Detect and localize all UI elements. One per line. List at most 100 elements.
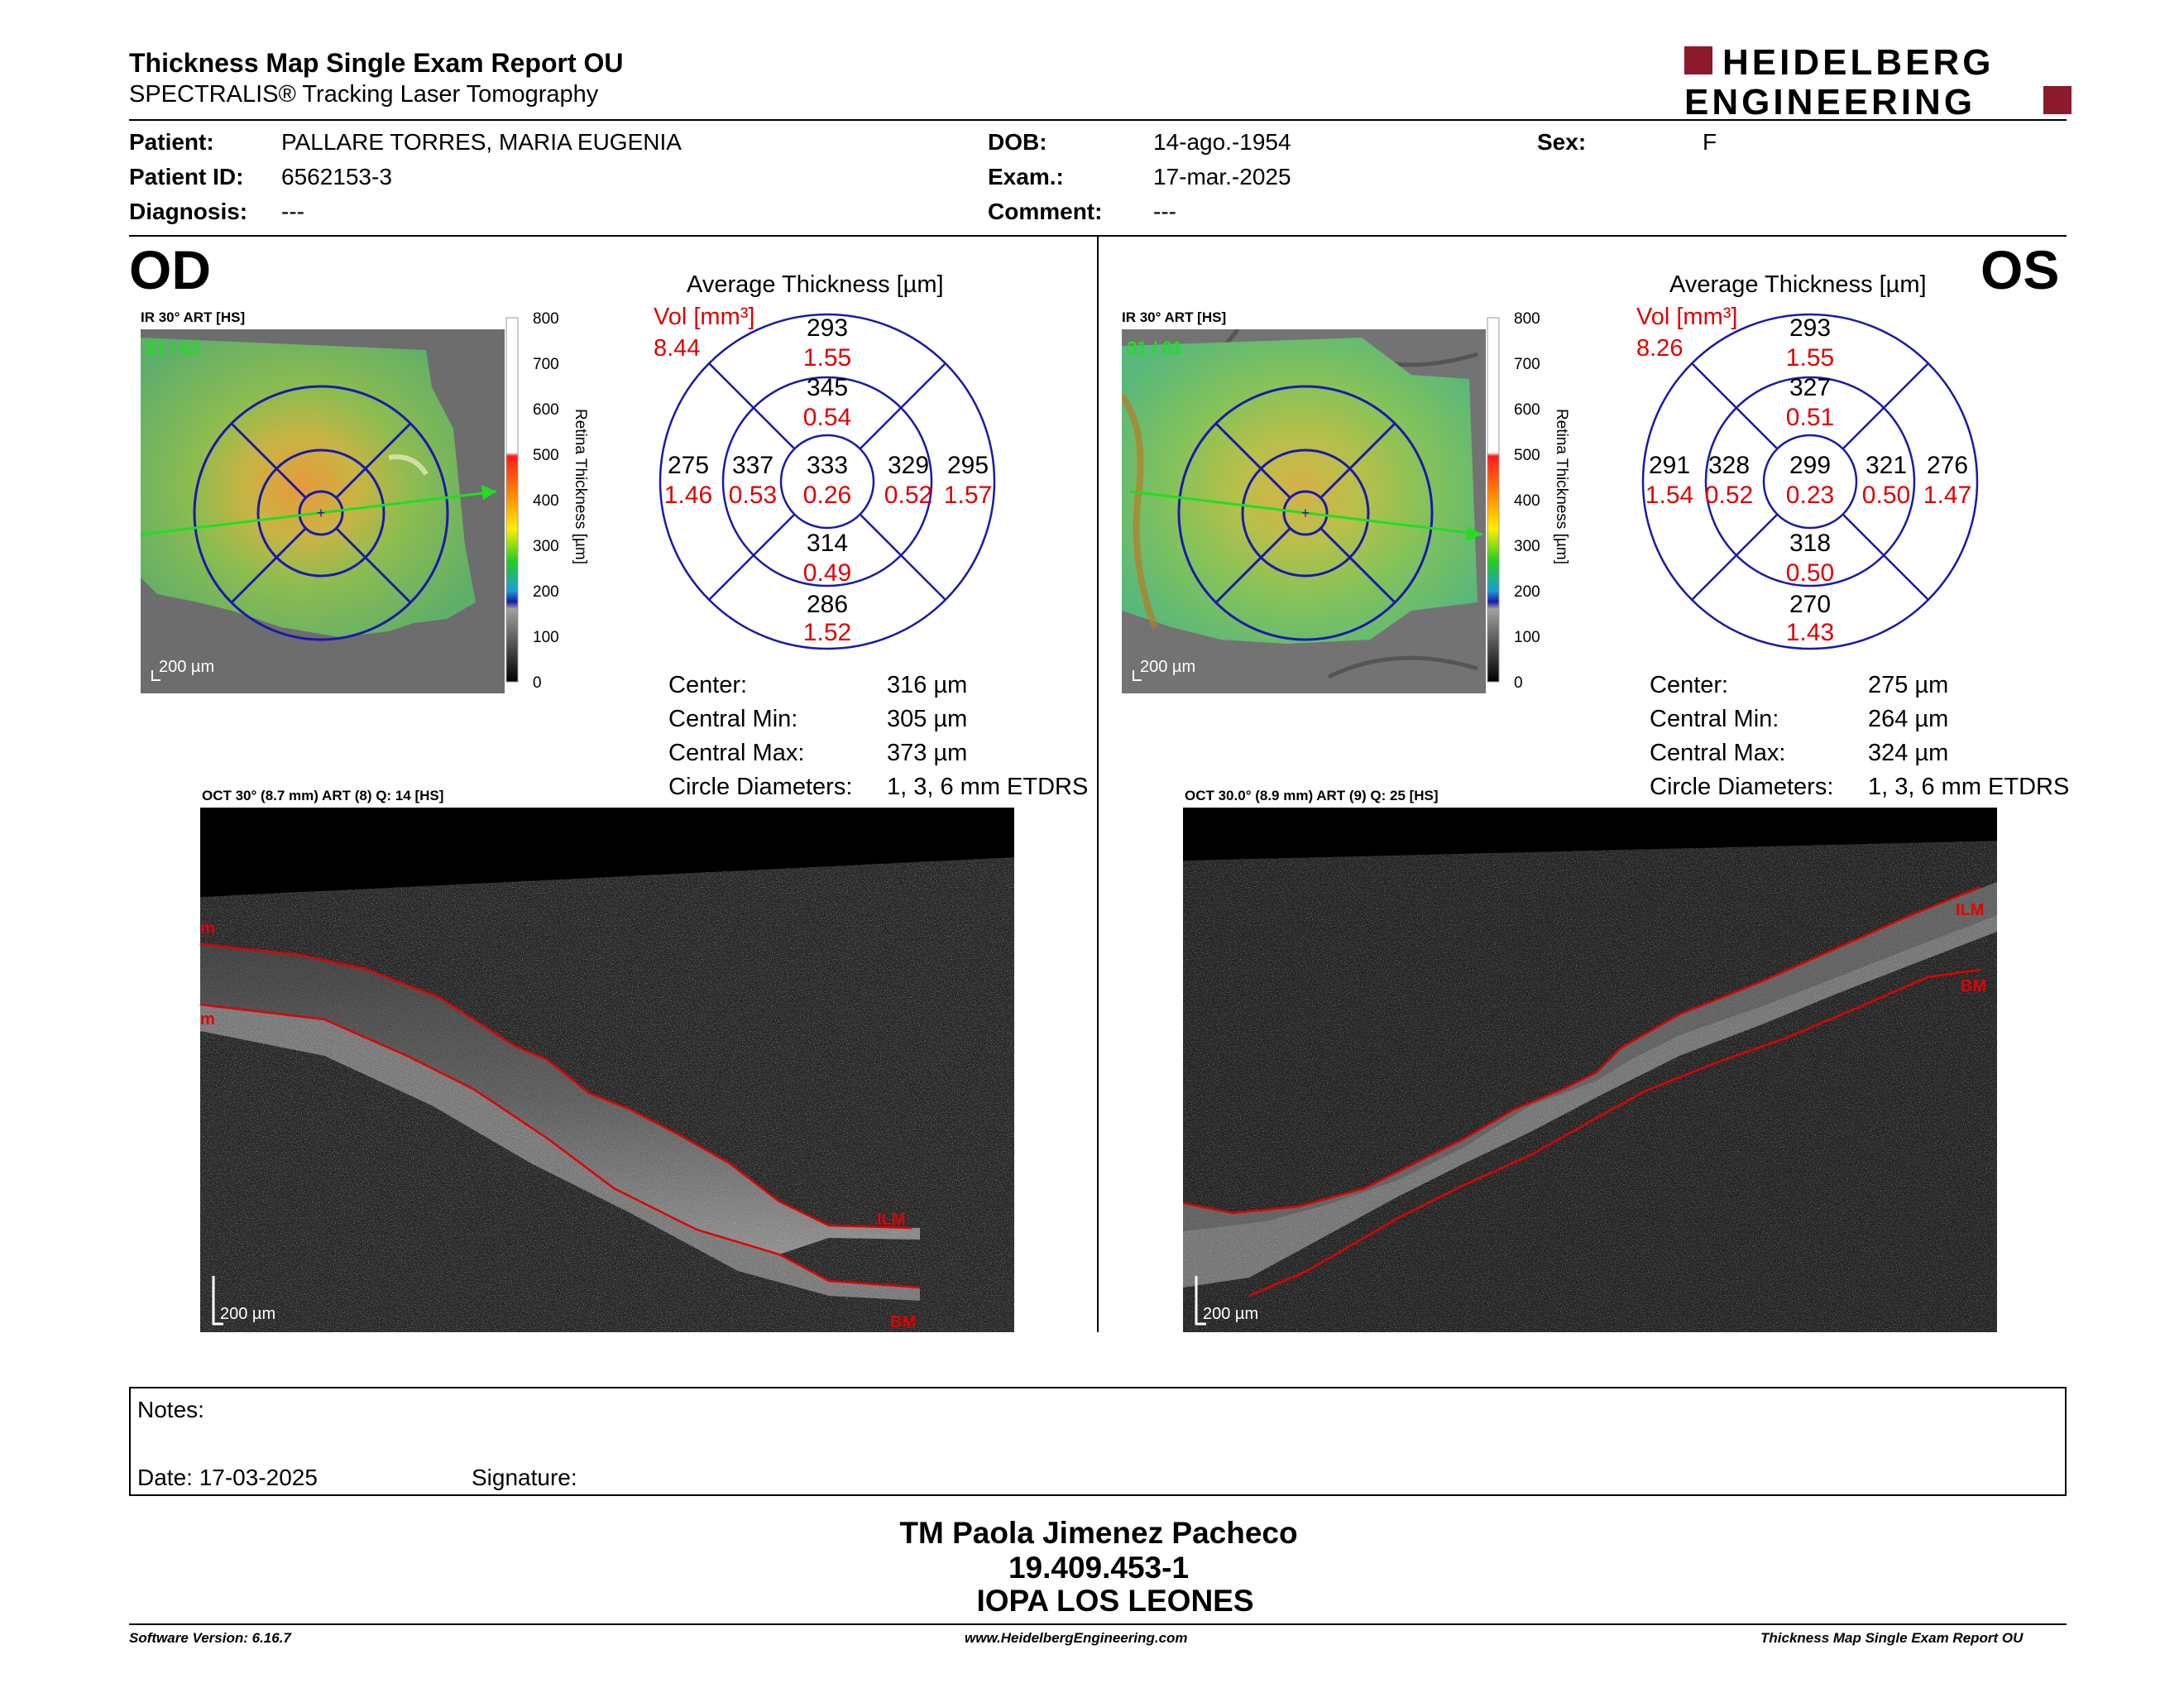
os-frame-counter: 31 / 61: [1127, 338, 1182, 358]
patient-label: Patient:: [129, 129, 214, 155]
patient-rule: [129, 235, 2067, 237]
od-stat-row: Central Min: 305 µm: [668, 703, 1088, 736]
sex-value: F: [1703, 129, 1717, 155]
os-cbar-tick: 400: [1514, 492, 1540, 510]
od-scan-arrow: [481, 485, 496, 500]
os-center-thickness: 299: [1789, 452, 1831, 479]
patient-id-label: Patient ID:: [129, 164, 244, 189]
sex-label: Sex:: [1537, 129, 1587, 155]
patient-name: PALLARE TORRES, MARIA EUGENIA: [281, 129, 682, 155]
od-cbar-tick: 0: [533, 674, 542, 690]
os-ir-caption: IR 30° ART [HS]: [1122, 309, 1227, 325]
od-outer-temporal-thickness: 295: [947, 452, 989, 479]
os-stat-label: Center:: [1650, 672, 1729, 698]
od-cbar-tick: 800: [533, 310, 559, 328]
eye-label-os: OS: [1980, 239, 2060, 300]
od-ilm-line: [200, 942, 912, 1230]
os-center-volume: 0.23: [1786, 482, 1834, 509]
logo-line2: ENGINEERING: [1684, 82, 1976, 119]
exam-label: Exam.:: [988, 164, 1064, 189]
os-heatmap: [1122, 338, 1478, 644]
os-avg-title: Average Thickness [µm]: [1669, 271, 1927, 298]
od-ilm-label: ILM: [877, 1211, 905, 1229]
od-bm-label-left: m: [200, 1010, 215, 1029]
od-thickness-map: + 31 / 61 200 µm: [141, 329, 505, 693]
od-stat-value: 305 µm: [887, 706, 968, 732]
od-center-volume: 0.26: [803, 482, 851, 509]
os-outer-nasal-volume: 1.54: [1645, 482, 1693, 509]
od-oct-bscan: m m ILM BM 200 µm: [200, 808, 1014, 1332]
os-stat-row: Central Min: 264 µm: [1650, 703, 2069, 736]
od-stat-label: Central Min:: [668, 706, 798, 732]
footer-report-name: Thickness Map Single Exam Report OU: [1760, 1630, 2024, 1646]
od-outer-inferior-thickness: 286: [807, 591, 848, 618]
os-inner-superior-thickness: 327: [1789, 374, 1831, 401]
od-heatmap: [141, 338, 476, 637]
os-stat-row: Central Max: 324 µm: [1650, 736, 2069, 770]
od-stat-label: Central Max:: [668, 740, 805, 766]
os-thickness-map: + 31 / 61 200 µm: [1122, 329, 1486, 693]
os-outer-temporal-thickness: 276: [1927, 452, 1968, 479]
os-bm-label: BM: [1961, 977, 1986, 995]
od-stat-row: Central Max: 373 µm: [668, 736, 1088, 770]
od-bm-line: [200, 1003, 921, 1289]
os-cbar-tick: 200: [1514, 583, 1540, 601]
eye-label-od: OD: [129, 239, 211, 300]
os-ilm-label: ILM: [1956, 901, 1984, 919]
os-inner-temporal-thickness: 321: [1866, 452, 1907, 479]
os-scale-label: 200 µm: [1140, 658, 1195, 676]
os-stat-value: 264 µm: [1868, 706, 1949, 732]
od-outer-superior-thickness: 293: [807, 314, 848, 342]
od-inner-inferior-volume: 0.49: [803, 559, 851, 587]
report-title: Thickness Map Single Exam Report OU: [129, 48, 624, 78]
od-ir-caption: IR 30° ART [HS]: [141, 309, 246, 325]
os-oct-scale: 200 µm: [1203, 1305, 1258, 1323]
os-stats: Center: 275 µm Central Min: 264 µm Central…: [1650, 669, 2069, 804]
od-stat-value: 1, 3, 6 mm ETDRS: [887, 774, 1089, 800]
od-outer-nasal-volume: 1.46: [664, 482, 712, 509]
os-outer-nasal-thickness: 291: [1649, 452, 1690, 479]
os-vol-label: Vol [mm³]: [1636, 304, 1737, 330]
software-version: Software Version: 6.16.7: [129, 1630, 291, 1646]
od-oct-scale: 200 µm: [220, 1305, 275, 1323]
od-inner-nasal-volume: 0.53: [729, 482, 777, 509]
od-cbar-tick: 500: [533, 447, 559, 464]
od-inner-temporal-volume: 0.52: [884, 482, 932, 509]
website-link[interactable]: www.HeidelbergEngineering.com: [965, 1630, 1188, 1646]
os-oct-caption: OCT 30.0° (8.9 mm) ART (9) Q: 25 [HS]: [1185, 788, 1439, 803]
os-colorbar: 800 700 600 500 400 300 200 100 0 Retina…: [1487, 310, 1570, 690]
os-cbar-tick: 100: [1514, 629, 1540, 646]
signature-org: IOPA LOS LEONES: [976, 1584, 1254, 1618]
od-etdrs-grid: 293 1.55 345 0.54 333 0.26 337 0.53 329 …: [654, 304, 996, 650]
os-inner-inferior-volume: 0.50: [1786, 559, 1834, 587]
od-etdrs-overlay: [193, 385, 449, 641]
od-stat-row: Center: 316 µm: [668, 669, 1088, 703]
os-oct-bscan: ILM BM 200 µm: [1183, 808, 1997, 1332]
os-stat-row: Circle Diameters: 1, 3, 6 mm ETDRS: [1650, 770, 2069, 804]
notes-box: Notes: Date: 17-03-2025 Signature:: [129, 1387, 2067, 1496]
header-rule: [129, 119, 2067, 121]
report-subtitle: SPECTRALIS® Tracking Laser Tomography: [129, 81, 599, 108]
os-cbar-tick: 700: [1514, 356, 1540, 373]
od-stat-row: Circle Diameters: 1, 3, 6 mm ETDRS: [668, 770, 1088, 804]
os-outer-inferior-volume: 1.43: [1786, 619, 1834, 646]
od-cbar-tick: 600: [533, 401, 559, 419]
od-cbar-tick: 400: [533, 492, 559, 510]
footer-rule: [129, 1623, 2067, 1625]
od-stat-label: Circle Diameters:: [668, 774, 853, 800]
comment-value: ---: [1153, 199, 1176, 224]
logo-line1: HEIDELBERG: [1722, 43, 1994, 83]
os-stat-label: Circle Diameters:: [1650, 774, 1834, 800]
od-inner-superior-volume: 0.54: [803, 404, 851, 431]
signature-id: 19.409.453-1: [1008, 1551, 1190, 1585]
od-stat-label: Center:: [668, 672, 748, 698]
od-colorbar: 800 700 600 500 400 300 200 100 0 Retina…: [505, 310, 589, 690]
od-stats: Center: 316 µm Central Min: 305 µm Central…: [668, 669, 1088, 804]
od-cbar-tick: 100: [533, 629, 559, 646]
diagnosis-label: Diagnosis:: [129, 199, 248, 224]
od-cbar-label: Retina Thickness [µm]: [572, 409, 589, 564]
os-etdrs-grid: 293 1.55 327 0.51 299 0.23 328 0.52 321 …: [1636, 304, 1979, 650]
os-cbar-tick: 500: [1514, 447, 1540, 464]
os-inner-superior-volume: 0.51: [1786, 404, 1834, 431]
exam-value: 17-mar.-2025: [1153, 164, 1291, 189]
